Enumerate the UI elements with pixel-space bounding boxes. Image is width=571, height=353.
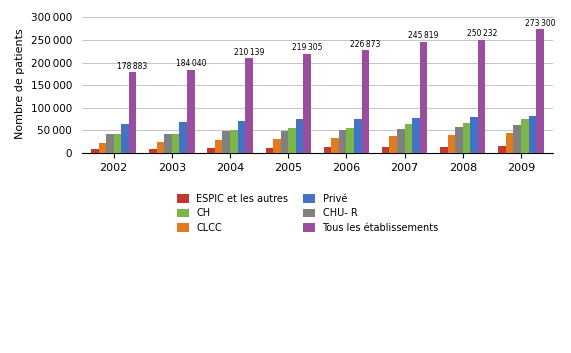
Bar — [129, 72, 136, 153]
Bar — [91, 149, 99, 153]
Text: 250 232: 250 232 — [467, 29, 497, 38]
Bar — [179, 122, 187, 153]
Bar — [440, 147, 448, 153]
Bar — [238, 120, 245, 153]
Bar — [114, 134, 121, 153]
Text: 219 305: 219 305 — [292, 43, 323, 53]
Y-axis label: Nombre de patients: Nombre de patients — [15, 29, 25, 139]
Bar — [506, 133, 513, 153]
Bar — [513, 125, 521, 153]
Bar — [448, 136, 455, 153]
Bar — [354, 119, 361, 153]
Bar — [149, 149, 156, 153]
Bar — [288, 128, 296, 153]
Bar — [536, 29, 544, 153]
Bar — [121, 124, 129, 153]
Bar — [397, 128, 405, 153]
Text: 273 300: 273 300 — [525, 19, 555, 28]
Bar — [164, 134, 172, 153]
Bar — [529, 115, 536, 153]
Bar — [266, 148, 273, 153]
Bar — [412, 118, 420, 153]
Bar — [331, 138, 339, 153]
Bar — [207, 148, 215, 153]
Bar — [99, 143, 106, 153]
Bar — [521, 119, 529, 153]
Bar — [463, 123, 471, 153]
Bar — [156, 142, 164, 153]
Text: 184 040: 184 040 — [175, 59, 206, 68]
Text: 245 819: 245 819 — [408, 31, 439, 41]
Bar — [281, 131, 288, 153]
Bar — [172, 134, 179, 153]
Bar — [296, 119, 303, 153]
Bar — [361, 50, 369, 153]
Legend: ESPIC et les autres, CH, CLCC, Privé, CHU- R, Tous les établissements: ESPIC et les autres, CH, CLCC, Privé, CH… — [177, 194, 439, 233]
Bar — [223, 131, 230, 153]
Bar — [382, 147, 389, 153]
Bar — [324, 148, 331, 153]
Bar — [347, 128, 354, 153]
Bar — [273, 139, 281, 153]
Bar — [303, 54, 311, 153]
Bar — [405, 124, 412, 153]
Bar — [471, 117, 478, 153]
Bar — [389, 136, 397, 153]
Text: 226 873: 226 873 — [350, 40, 380, 49]
Bar — [478, 40, 485, 153]
Bar — [420, 42, 427, 153]
Bar — [498, 146, 506, 153]
Bar — [339, 130, 347, 153]
Bar — [187, 70, 195, 153]
Text: 178 883: 178 883 — [118, 62, 148, 71]
Bar — [106, 134, 114, 153]
Bar — [215, 139, 223, 153]
Bar — [455, 127, 463, 153]
Bar — [245, 58, 253, 153]
Text: 210 139: 210 139 — [234, 48, 264, 56]
Bar — [230, 130, 238, 153]
